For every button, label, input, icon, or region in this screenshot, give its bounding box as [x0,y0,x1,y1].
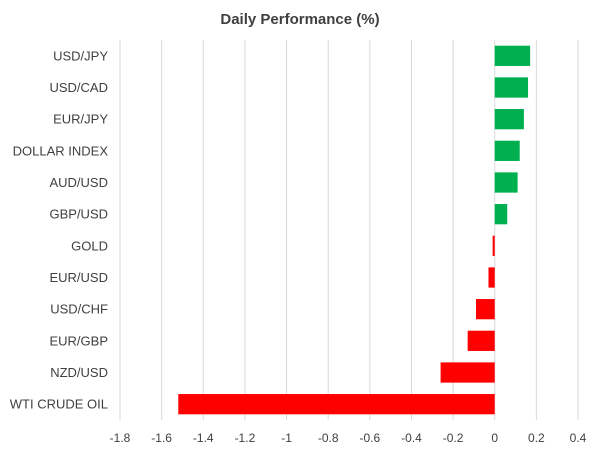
bar [475,299,495,320]
bars [178,45,531,415]
bar [488,267,495,288]
x-tick-label: 0.2 [528,431,545,445]
bar [494,172,518,193]
bar [494,140,520,161]
category-label: GBP/USD [49,207,108,222]
bar [494,45,531,66]
category-label: USD/JPY [53,48,108,63]
category-label: GOLD [71,238,108,253]
x-axis-tick-labels: -1.8 -1.6 -1.4 -1.2 -1 -0.8 -0.6 -0.4 -0.2 0 0.2 0.… [110,431,587,445]
bar [494,77,529,98]
category-label: NZD/USD [50,365,108,380]
bar [178,394,495,415]
bar [494,109,524,130]
bar [440,362,495,383]
category-label: EUR/JPY [53,112,108,127]
category-label: WTI CRUDE OIL [10,397,108,412]
x-tick-label: -0.4 [401,431,422,445]
x-tick-label: -1 [281,431,292,445]
x-tick-label: 0 [491,431,498,445]
category-labels: USD/JPY USD/CAD EUR/JPY DOLLAR INDEX AUD/USD… [10,48,109,411]
category-label: AUD/USD [49,175,108,190]
x-tick-label: -0.2 [443,431,464,445]
x-tick-label: -1.6 [151,431,172,445]
grid-lines [119,40,579,420]
bar [467,330,495,351]
x-tick-label: -1.4 [193,431,214,445]
x-tick-label: -1.2 [235,431,256,445]
x-tick-label: -0.6 [359,431,380,445]
category-label: USD/CHF [50,302,108,317]
chart-title: Daily Performance (%) [220,11,379,28]
bar [492,235,495,256]
category-label: DOLLAR INDEX [13,143,109,158]
category-label: USD/CAD [49,80,108,95]
x-tick-label: -0.8 [318,431,339,445]
category-label: EUR/GBP [49,333,108,348]
bar [494,204,508,225]
category-label: EUR/USD [49,270,108,285]
x-tick-label: -1.8 [110,431,131,445]
x-tick-label: 0.4 [570,431,587,445]
